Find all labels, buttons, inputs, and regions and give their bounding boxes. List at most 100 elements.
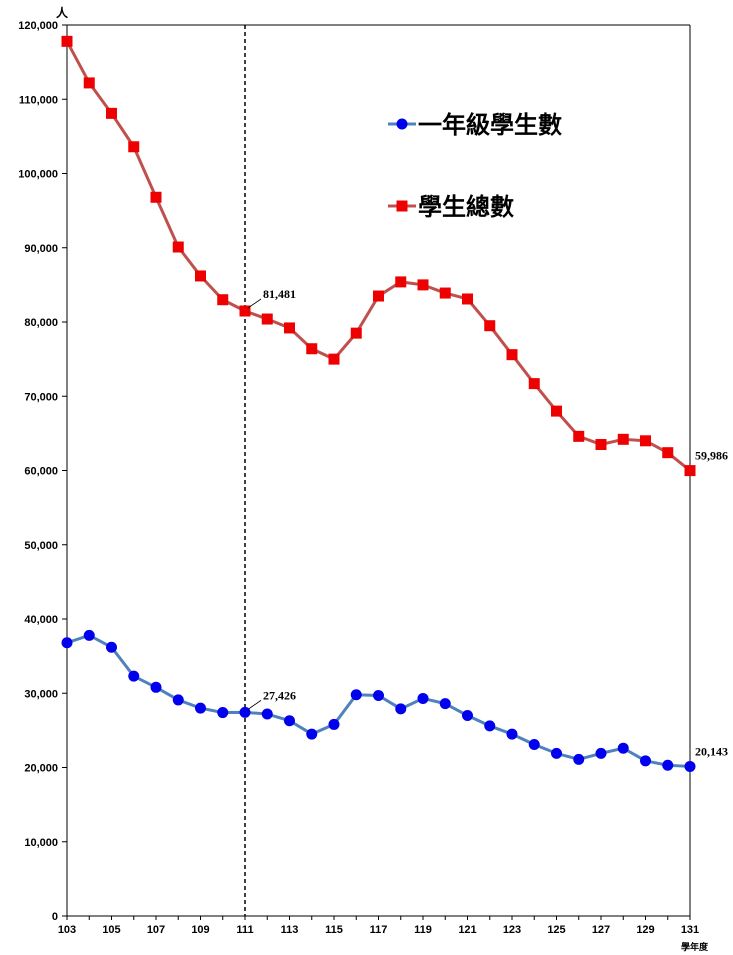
data-point <box>83 629 95 641</box>
data-point <box>528 738 540 750</box>
data-point <box>284 715 295 727</box>
y-tick-label: 120,000 <box>18 20 58 32</box>
data-point <box>417 692 429 704</box>
annotation-layer: 81,481 59,986 27,426 20,143 <box>247 287 728 758</box>
data-point <box>128 670 140 682</box>
annotation-leader <box>247 298 262 309</box>
data-point <box>484 320 496 332</box>
data-point <box>106 641 117 653</box>
data-point <box>83 77 95 89</box>
y-tick-label: 10,000 <box>24 837 58 849</box>
x-tick-label: 111 <box>236 924 253 936</box>
data-label: 20,143 <box>695 744 728 758</box>
x-tick-label: 131 <box>681 924 699 936</box>
data-point <box>573 430 585 442</box>
y-ticks: 0 10,000 20,000 30,000 40,000 50,000 60,000 70,… <box>18 20 67 923</box>
data-point <box>595 439 607 451</box>
data-point <box>640 435 651 447</box>
y-tick-label: 80,000 <box>24 317 58 329</box>
x-tick-label: 127 <box>592 924 610 936</box>
data-point <box>373 689 384 701</box>
x-tick-label: 107 <box>147 924 165 936</box>
x-ticks: 103 105 107 109 111 113 115 117 119 121 123 125 127 1… <box>58 916 699 936</box>
x-tick-label: 113 <box>281 924 299 936</box>
data-point <box>528 378 540 390</box>
x-tick-label: 125 <box>547 924 565 936</box>
legend-item-first-grade: 一年級學生數 <box>388 111 562 139</box>
data-label: 81,481 <box>263 287 296 301</box>
legend-label-total-students: 學生總數 <box>418 193 514 221</box>
x-tick-label: 117 <box>370 924 388 936</box>
y-tick-label: 0 <box>52 911 58 923</box>
series-line <box>65 40 691 472</box>
x-tick-label: 109 <box>191 924 209 936</box>
x-tick-label: 123 <box>503 924 521 936</box>
data-point <box>662 759 674 771</box>
data-point <box>239 706 251 718</box>
data-point <box>551 747 562 759</box>
x-tick-label: 121 <box>458 924 476 936</box>
data-point <box>395 276 407 288</box>
data-label: 59,986 <box>695 449 728 463</box>
data-point <box>462 710 473 722</box>
data-point <box>684 760 696 772</box>
y-tick-label: 60,000 <box>24 466 58 478</box>
y-tick-label: 100,000 <box>18 169 58 181</box>
x-tick-label: 119 <box>414 924 432 936</box>
data-point <box>195 270 206 282</box>
x-tick-label: 103 <box>58 924 76 936</box>
data-point <box>373 290 384 302</box>
series-layer <box>61 35 696 772</box>
data-point <box>172 241 184 253</box>
data-point <box>395 703 407 715</box>
data-point <box>106 107 117 119</box>
data-point <box>439 698 451 710</box>
y-tick-label: 70,000 <box>24 391 58 403</box>
data-point <box>284 322 295 334</box>
data-point <box>261 313 273 325</box>
x-tick-label: 115 <box>325 924 343 936</box>
data-point <box>573 753 585 765</box>
data-point <box>150 191 162 203</box>
axes <box>66 24 691 917</box>
y-tick-label: 30,000 <box>24 688 58 700</box>
y-unit-label: 人 <box>56 5 69 20</box>
series-total-students <box>61 35 696 477</box>
data-point <box>261 708 273 720</box>
data-point <box>506 349 518 361</box>
data-point <box>217 294 229 306</box>
y-tick-label: 20,000 <box>24 763 58 775</box>
data-point <box>484 720 496 732</box>
data-point <box>684 465 696 477</box>
data-point <box>306 728 318 740</box>
data-point <box>417 279 429 291</box>
data-point <box>150 681 162 693</box>
data-point <box>662 447 674 459</box>
y-tick-label: 50,000 <box>24 540 58 552</box>
y-tick-label: 40,000 <box>24 614 58 626</box>
x-tick-label: 129 <box>636 924 654 936</box>
legend: 一年級學生數 學生總數 <box>388 111 562 221</box>
data-point <box>328 718 340 730</box>
data-point <box>128 141 140 153</box>
data-label: 27,426 <box>263 688 296 702</box>
series-first-grade <box>61 629 696 772</box>
data-point <box>61 35 73 47</box>
data-point <box>617 433 629 445</box>
data-point <box>439 287 451 299</box>
y-tick-label: 110,000 <box>19 94 58 106</box>
y-tick-label: 90,000 <box>24 243 58 255</box>
data-point <box>595 747 607 759</box>
x-tick-label: 105 <box>102 924 120 936</box>
data-point <box>350 327 362 339</box>
legend-marker-total-students <box>396 200 408 212</box>
data-point <box>306 343 318 355</box>
data-point <box>617 742 629 754</box>
data-point <box>172 694 184 706</box>
data-point <box>61 637 73 649</box>
data-point <box>217 707 229 719</box>
data-point <box>350 689 362 701</box>
data-point <box>462 293 473 305</box>
data-point <box>328 353 340 365</box>
